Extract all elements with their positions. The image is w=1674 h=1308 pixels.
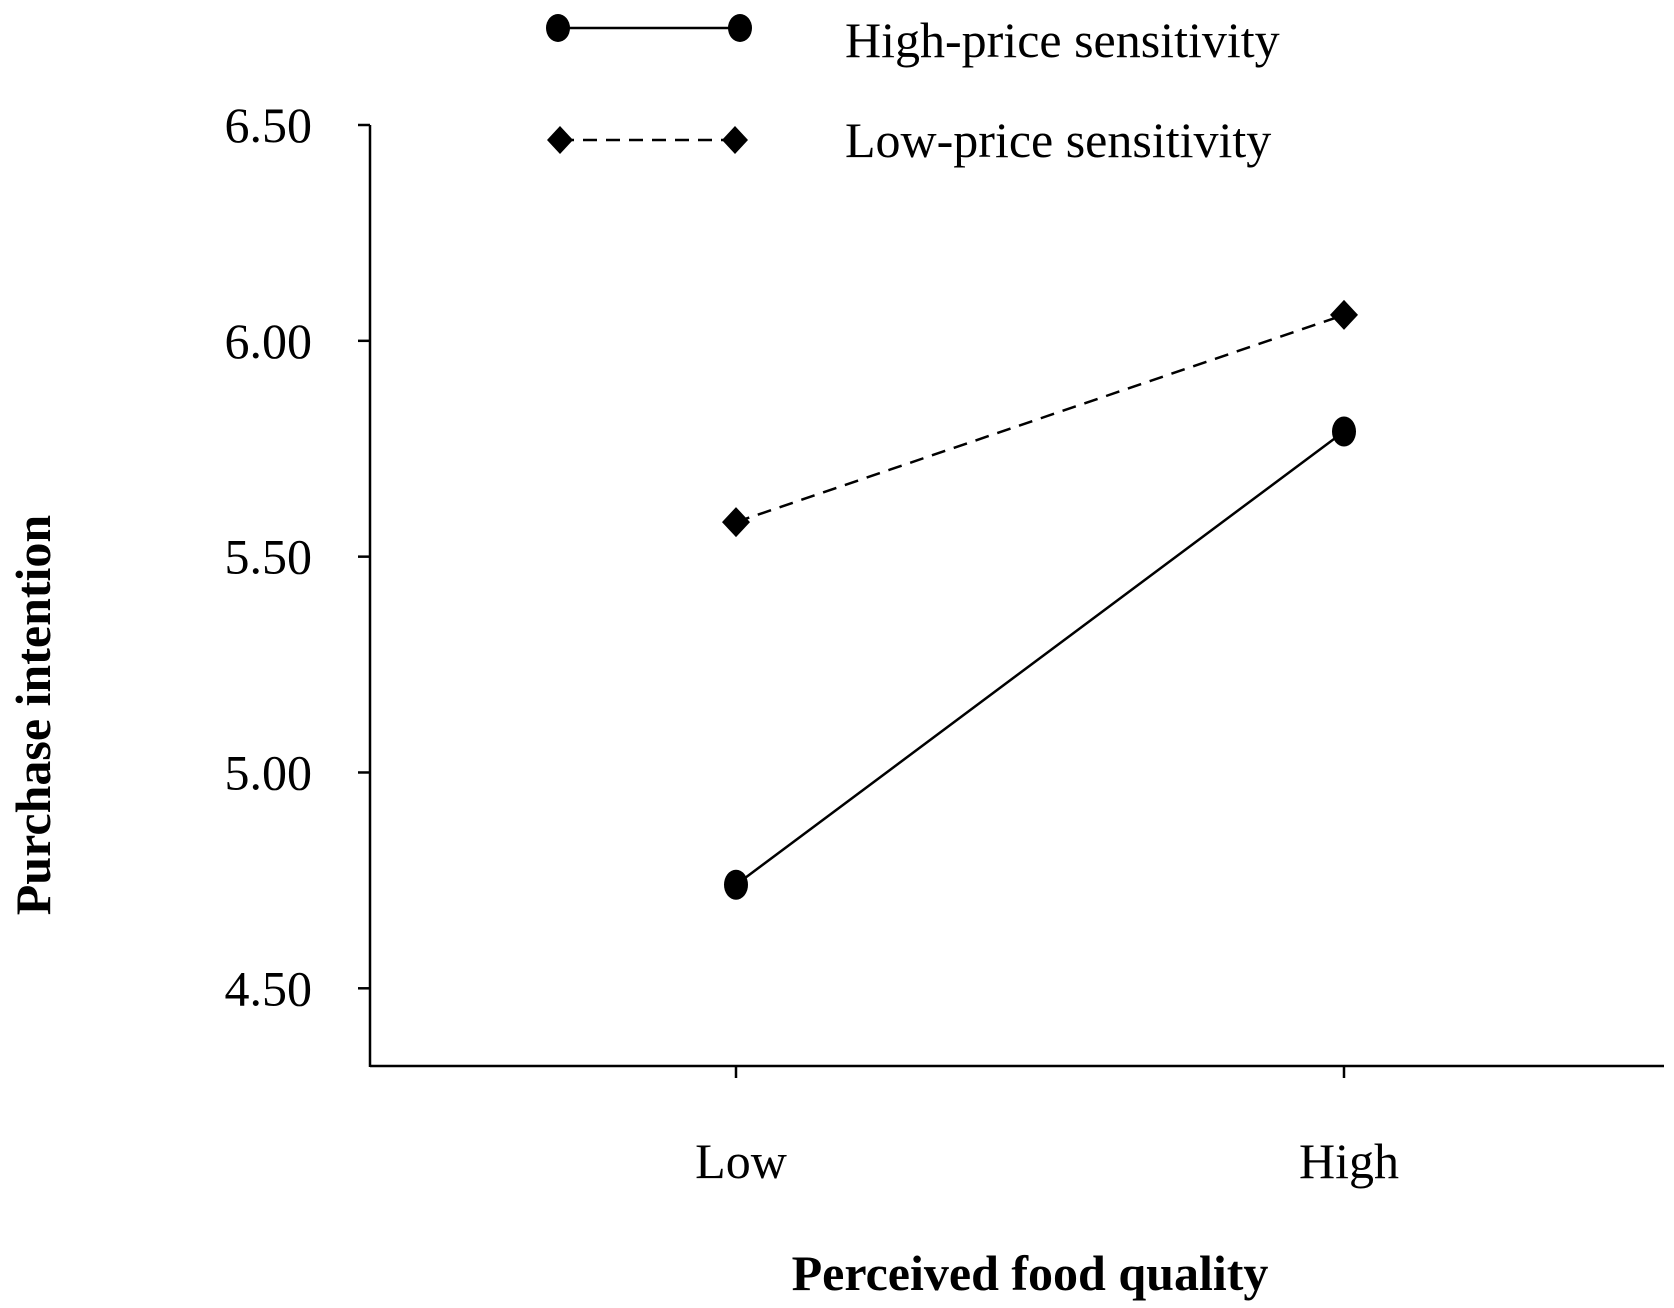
- legend-marker-high-price: [546, 14, 570, 42]
- data-point-high-price: [724, 869, 748, 900]
- series-line-high-price: [735, 430, 1345, 886]
- x-axis-title: Perceived food quality: [792, 1245, 1269, 1301]
- y-tick-label: 5.50: [225, 529, 313, 585]
- data-point-high-price: [1332, 416, 1356, 447]
- y-ticks: 4.50 5.00 5.50 6.00 6.50: [225, 97, 370, 1016]
- series-line-low-price: [735, 313, 1345, 524]
- legend: High-price sensitivity Low-price sensiti…: [546, 12, 1280, 168]
- x-axis: Low High: [370, 1064, 1664, 1189]
- y-tick-label: 5.00: [225, 744, 313, 800]
- legend-label-high-price: High-price sensitivity: [845, 12, 1280, 68]
- legend-item-low-price: Low-price sensitivity: [547, 112, 1271, 168]
- x-ticks: Low High: [695, 1066, 1399, 1189]
- legend-marker-high-price: [728, 14, 752, 42]
- data-point-low-price: [1330, 299, 1358, 330]
- x-tick-label: High: [1299, 1133, 1399, 1189]
- series-layer: [722, 299, 1358, 900]
- y-tick-label: 4.50: [225, 960, 313, 1016]
- legend-marker-low-price: [722, 126, 748, 154]
- y-axis: 4.50 5.00 5.50 6.00 6.50: [225, 97, 372, 1067]
- legend-item-high-price: High-price sensitivity: [546, 12, 1280, 68]
- y-axis-title: Purchase intention: [5, 515, 61, 916]
- y-tick-label: 6.50: [225, 97, 313, 153]
- data-point-low-price: [722, 507, 750, 538]
- y-tick-label: 6.00: [225, 313, 313, 369]
- x-tick-label: Low: [695, 1133, 787, 1189]
- legend-marker-low-price: [547, 126, 573, 154]
- legend-label-low-price: Low-price sensitivity: [845, 112, 1271, 168]
